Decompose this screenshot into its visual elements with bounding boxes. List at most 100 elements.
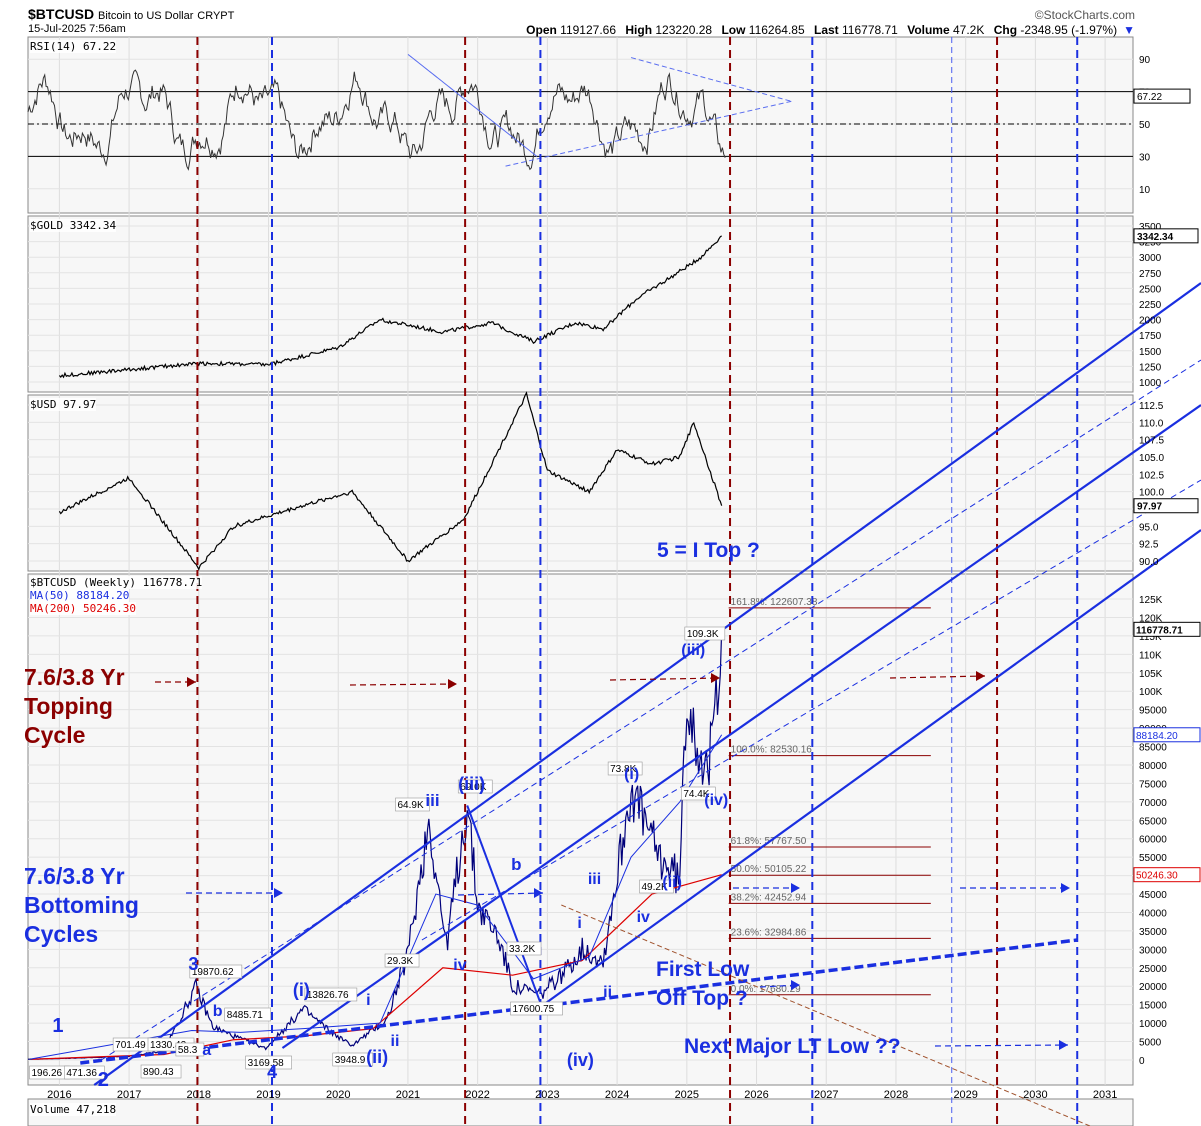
dropdown-caret-icon[interactable]: ▼ — [1123, 23, 1135, 37]
chart-date: 15-Jul-2025 7:56am — [28, 23, 126, 35]
price-label-box — [457, 779, 493, 794]
ma50-legend: MA(50) 88184.20 — [30, 589, 130, 602]
year-tick-label: 2020 — [326, 1089, 350, 1101]
channel-line — [532, 529, 1201, 1013]
btc-value-label: 116778.71 — [1136, 625, 1183, 636]
btc-tick-label: 65000 — [1139, 816, 1167, 827]
ma200-legend: MA(200) 50246.30 — [30, 602, 136, 615]
high-value: 123220.28 — [655, 23, 713, 37]
rsi-triangle-line — [505, 100, 792, 167]
btc-tick-label: 75000 — [1139, 779, 1167, 790]
usd-tick-label: 100.0 — [1139, 488, 1164, 499]
year-tick-label: 2028 — [884, 1089, 908, 1101]
bottoming-arrow-head — [274, 888, 283, 898]
brand-logo[interactable]: ©StockCharts.com — [1034, 8, 1135, 22]
wave-label: iii — [588, 871, 601, 888]
panel-frame-2 — [27, 394, 1134, 572]
fib-label: 38.2%: 42452.94 — [731, 892, 807, 903]
symbol-ticker: $BTCUSD — [28, 6, 95, 22]
gold-tick-label: 3000 — [1139, 253, 1162, 264]
price-label: 701.49 — [115, 1040, 146, 1051]
btc-tick-label: 5000 — [1139, 1038, 1162, 1049]
usd-tick-label: 110.0 — [1139, 418, 1164, 429]
btc-tick-label: 120K — [1139, 613, 1163, 624]
price-label-box — [510, 1001, 563, 1016]
price-label-box — [140, 1064, 182, 1079]
btc-tick-label: 105K — [1139, 669, 1163, 680]
btc-tick-label: 60000 — [1139, 835, 1167, 846]
volume-panel-frame — [27, 1098, 1134, 1126]
rsi-last-box — [1133, 88, 1191, 104]
price-label: 890.43 — [143, 1067, 174, 1078]
gold-tick-label: 3500 — [1139, 222, 1162, 233]
btc-value-label: 88184.20 — [1136, 731, 1178, 742]
btc-tick-label: 35000 — [1139, 927, 1167, 938]
price-label: 8485.71 — [227, 1010, 264, 1021]
volume-label: Volume — [907, 23, 950, 37]
year-tick-label: 2016 — [47, 1089, 71, 1101]
ma50-line — [31, 734, 723, 1060]
btc-tick-label: 45000 — [1139, 890, 1167, 901]
btc-tick-label: 40000 — [1139, 908, 1167, 919]
price-label-box — [64, 1065, 105, 1080]
usd-tick-label: 102.5 — [1139, 470, 1164, 481]
rsi-tick-label: 30 — [1139, 152, 1151, 163]
bottoming-arrow-head — [534, 888, 543, 898]
price-label-box — [384, 953, 420, 968]
topping-arrow-head — [448, 679, 457, 689]
year-tick-label: 2019 — [256, 1089, 280, 1101]
price-label-box — [224, 1007, 271, 1022]
price-label: 109.3K — [687, 629, 719, 640]
rsi-panel-label: RSI(14) 67.22 — [30, 40, 117, 53]
price-label: 58.3 — [178, 1045, 198, 1056]
topping-arrow-head — [976, 671, 985, 681]
gold-tick-label: 2250 — [1139, 300, 1162, 311]
chg-label: Chg — [993, 23, 1018, 37]
high-label: High — [625, 23, 653, 37]
usd-tick-label: 112.5 — [1139, 401, 1164, 412]
channel-line — [100, 359, 1201, 1061]
btc-tick-label: 15000 — [1139, 1001, 1167, 1012]
price-label-box — [607, 761, 643, 776]
price-label: 49.2K — [642, 882, 668, 893]
rsi-tick-label: 90 — [1139, 55, 1151, 66]
first-low-note: First Low Off Top ? — [656, 958, 750, 1010]
price-label-box — [684, 626, 726, 641]
year-tick-label: 2030 — [1023, 1089, 1047, 1101]
price-label: 74.4K — [683, 789, 709, 800]
price-label: 64.9K — [397, 800, 423, 811]
rsi-line — [27, 69, 726, 171]
fib-label: 0.0%: 17680.29 — [731, 984, 801, 995]
wave-label: (iv) — [704, 792, 728, 809]
wave-label: ii — [603, 984, 612, 1001]
wave-label: iv — [453, 957, 466, 974]
price-label-box — [681, 786, 716, 801]
last-value: 116778.71 — [842, 23, 898, 37]
btc-value-box — [1133, 621, 1201, 637]
btc-tick-label: 80000 — [1139, 761, 1167, 772]
bottoming-arrow — [457, 892, 544, 896]
usd-tick-label: 90.0 — [1139, 557, 1159, 568]
gold-tick-label: 2000 — [1139, 316, 1162, 327]
gold-panel-label: $GOLD 3342.34 — [30, 219, 117, 232]
wave-label: iii — [425, 791, 439, 810]
first-low-arrow-head — [791, 980, 800, 990]
wave-label: (iii) — [681, 642, 705, 659]
price-label-box — [395, 797, 430, 812]
year-tick-label: 2021 — [396, 1089, 420, 1101]
volume-value: 47.2K — [953, 23, 985, 37]
open-label: Open — [526, 23, 557, 37]
open-value: 119127.66 — [560, 23, 617, 37]
wave-label: (iii) — [458, 774, 485, 794]
btc-tick-label: 100K — [1139, 687, 1163, 698]
btc-value-label: 50246.30 — [1136, 871, 1178, 882]
price-label: 29.3K — [387, 956, 413, 967]
wave-label: (iv) — [567, 1050, 594, 1070]
btc-tick-label: 95000 — [1139, 706, 1167, 717]
year-tick-label: 2031 — [1093, 1089, 1117, 1101]
rsi-triangle-line — [407, 53, 538, 157]
volume-panel-label: Volume 47,218 — [30, 1103, 117, 1116]
next-low-arrow-head — [1059, 1040, 1068, 1050]
wave-label: (i) — [293, 980, 310, 1000]
